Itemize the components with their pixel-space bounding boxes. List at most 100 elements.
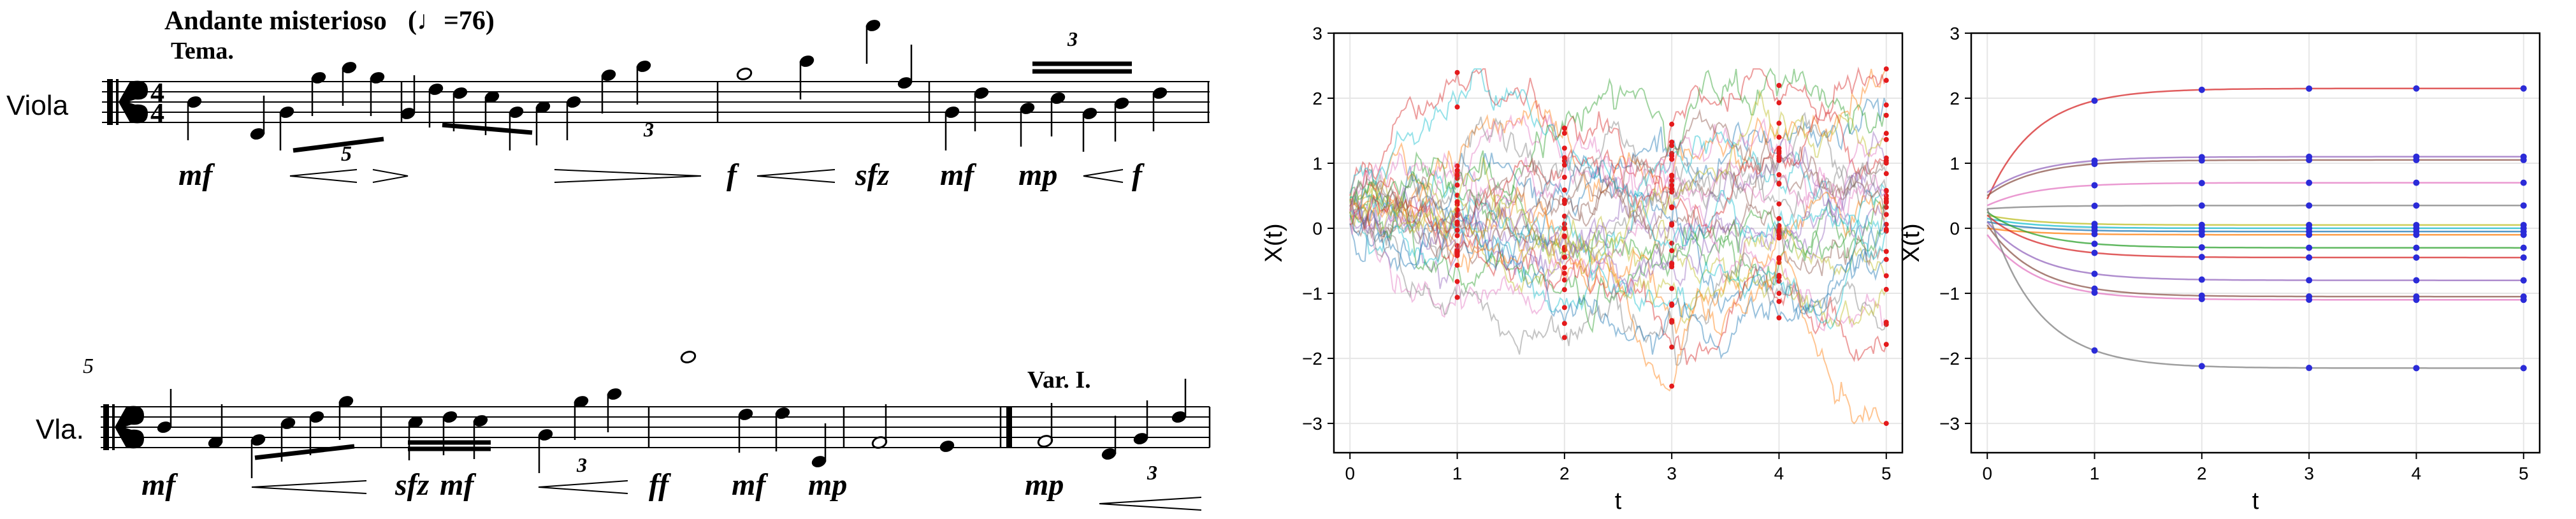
y-tick-label: 2 — [1950, 89, 1960, 108]
data-point — [2306, 231, 2313, 238]
data-point — [1776, 145, 1782, 151]
y-tick-label: −1 — [1939, 284, 1960, 303]
data-point — [2413, 85, 2420, 92]
data-point — [2198, 244, 2205, 251]
data-point — [1561, 233, 1567, 239]
data-point — [1883, 157, 1889, 163]
alto-clef-1 — [107, 79, 148, 125]
data-point — [1883, 131, 1889, 136]
y-tick-label: −1 — [1302, 284, 1322, 303]
series-line — [1349, 154, 1887, 320]
note-head — [736, 68, 753, 80]
data-point — [1883, 273, 1889, 279]
data-point — [1883, 187, 1889, 193]
dynamic-mark: mp — [808, 468, 847, 502]
data-point — [1669, 143, 1675, 149]
data-point — [2520, 202, 2527, 209]
data-point — [2198, 296, 2205, 303]
series-line — [1986, 234, 2524, 301]
data-point — [1883, 226, 1889, 232]
data-point — [2306, 202, 2313, 209]
beam — [442, 122, 533, 135]
plot-frame — [1970, 32, 2541, 454]
data-point — [1454, 163, 1460, 169]
data-point — [1561, 214, 1567, 219]
series-line — [1349, 185, 1887, 293]
data-point — [1669, 302, 1675, 308]
x-tick-label: 3 — [1667, 464, 1677, 483]
data-point — [1561, 187, 1567, 193]
series-line — [1349, 170, 1887, 332]
data-point — [1561, 221, 1567, 227]
series-line — [1986, 217, 2524, 230]
data-point — [2198, 231, 2205, 238]
data-point — [1883, 196, 1889, 201]
data-point — [1883, 66, 1889, 72]
data-point — [1776, 274, 1782, 280]
data-point — [1669, 182, 1675, 188]
x-tick-label: 4 — [2412, 464, 2422, 483]
x-tick-label: 4 — [1774, 464, 1784, 483]
staff-2-notes — [157, 351, 1187, 478]
data-point — [2198, 363, 2205, 370]
data-point — [1454, 104, 1460, 110]
series-line — [1986, 224, 2524, 298]
data-point — [1454, 69, 1460, 75]
series-line — [1986, 208, 2524, 369]
series-line — [1987, 205, 2524, 210]
data-point — [1669, 222, 1675, 228]
series-line — [1349, 207, 1887, 360]
data-point — [2413, 277, 2420, 284]
data-point — [2413, 365, 2420, 372]
data-point — [2306, 244, 2313, 251]
data-point — [1669, 204, 1675, 210]
series-line — [1349, 108, 1887, 226]
data-point — [1776, 100, 1782, 106]
data-point — [1454, 263, 1460, 268]
data-point — [2520, 296, 2527, 303]
data-point — [1776, 278, 1782, 284]
staff-1-notes — [187, 20, 1168, 153]
tuplet-number: 5 — [341, 142, 352, 166]
data-point — [1776, 256, 1782, 262]
dynamic-mark: mp — [1025, 468, 1064, 502]
series-line — [1350, 157, 1887, 262]
data-point — [2413, 244, 2420, 251]
series-line — [1349, 135, 1887, 219]
data-point — [2520, 85, 2527, 92]
data-point — [1669, 186, 1675, 192]
data-point — [2520, 179, 2527, 186]
data-point — [1669, 156, 1675, 162]
data-point — [1561, 335, 1567, 340]
data-point — [1883, 205, 1889, 210]
double-barline — [1006, 407, 1012, 448]
note-head — [680, 351, 697, 363]
staff-2-instrument: Vla. — [36, 414, 84, 445]
data-point — [1454, 249, 1460, 254]
data-point — [1776, 233, 1782, 238]
data-point — [1776, 121, 1782, 126]
dynamic-mark: sfz — [855, 158, 890, 192]
data-point — [1883, 319, 1889, 325]
series-line — [1986, 221, 2524, 233]
data-point — [1776, 228, 1782, 233]
data-point — [1454, 182, 1460, 188]
x-tick-label: 2 — [1559, 464, 1570, 483]
data-point — [1454, 172, 1460, 178]
data-point — [1776, 82, 1782, 88]
y-tick-label: −3 — [1939, 414, 1960, 434]
series-line — [1349, 138, 1887, 265]
data-point — [1883, 212, 1889, 217]
data-point — [1669, 121, 1675, 127]
data-point — [2198, 254, 2205, 261]
staff-1-dynamics: mf f sfz mf mp f — [178, 158, 1145, 192]
dynamic-mark: sfz — [394, 468, 430, 502]
staff-2-lines — [101, 406, 1210, 448]
series-line — [1349, 130, 1887, 295]
data-point — [2091, 231, 2098, 238]
series-line — [1986, 159, 2524, 197]
data-point — [1561, 254, 1567, 260]
data-point — [1561, 305, 1567, 311]
data-point — [1883, 256, 1889, 262]
